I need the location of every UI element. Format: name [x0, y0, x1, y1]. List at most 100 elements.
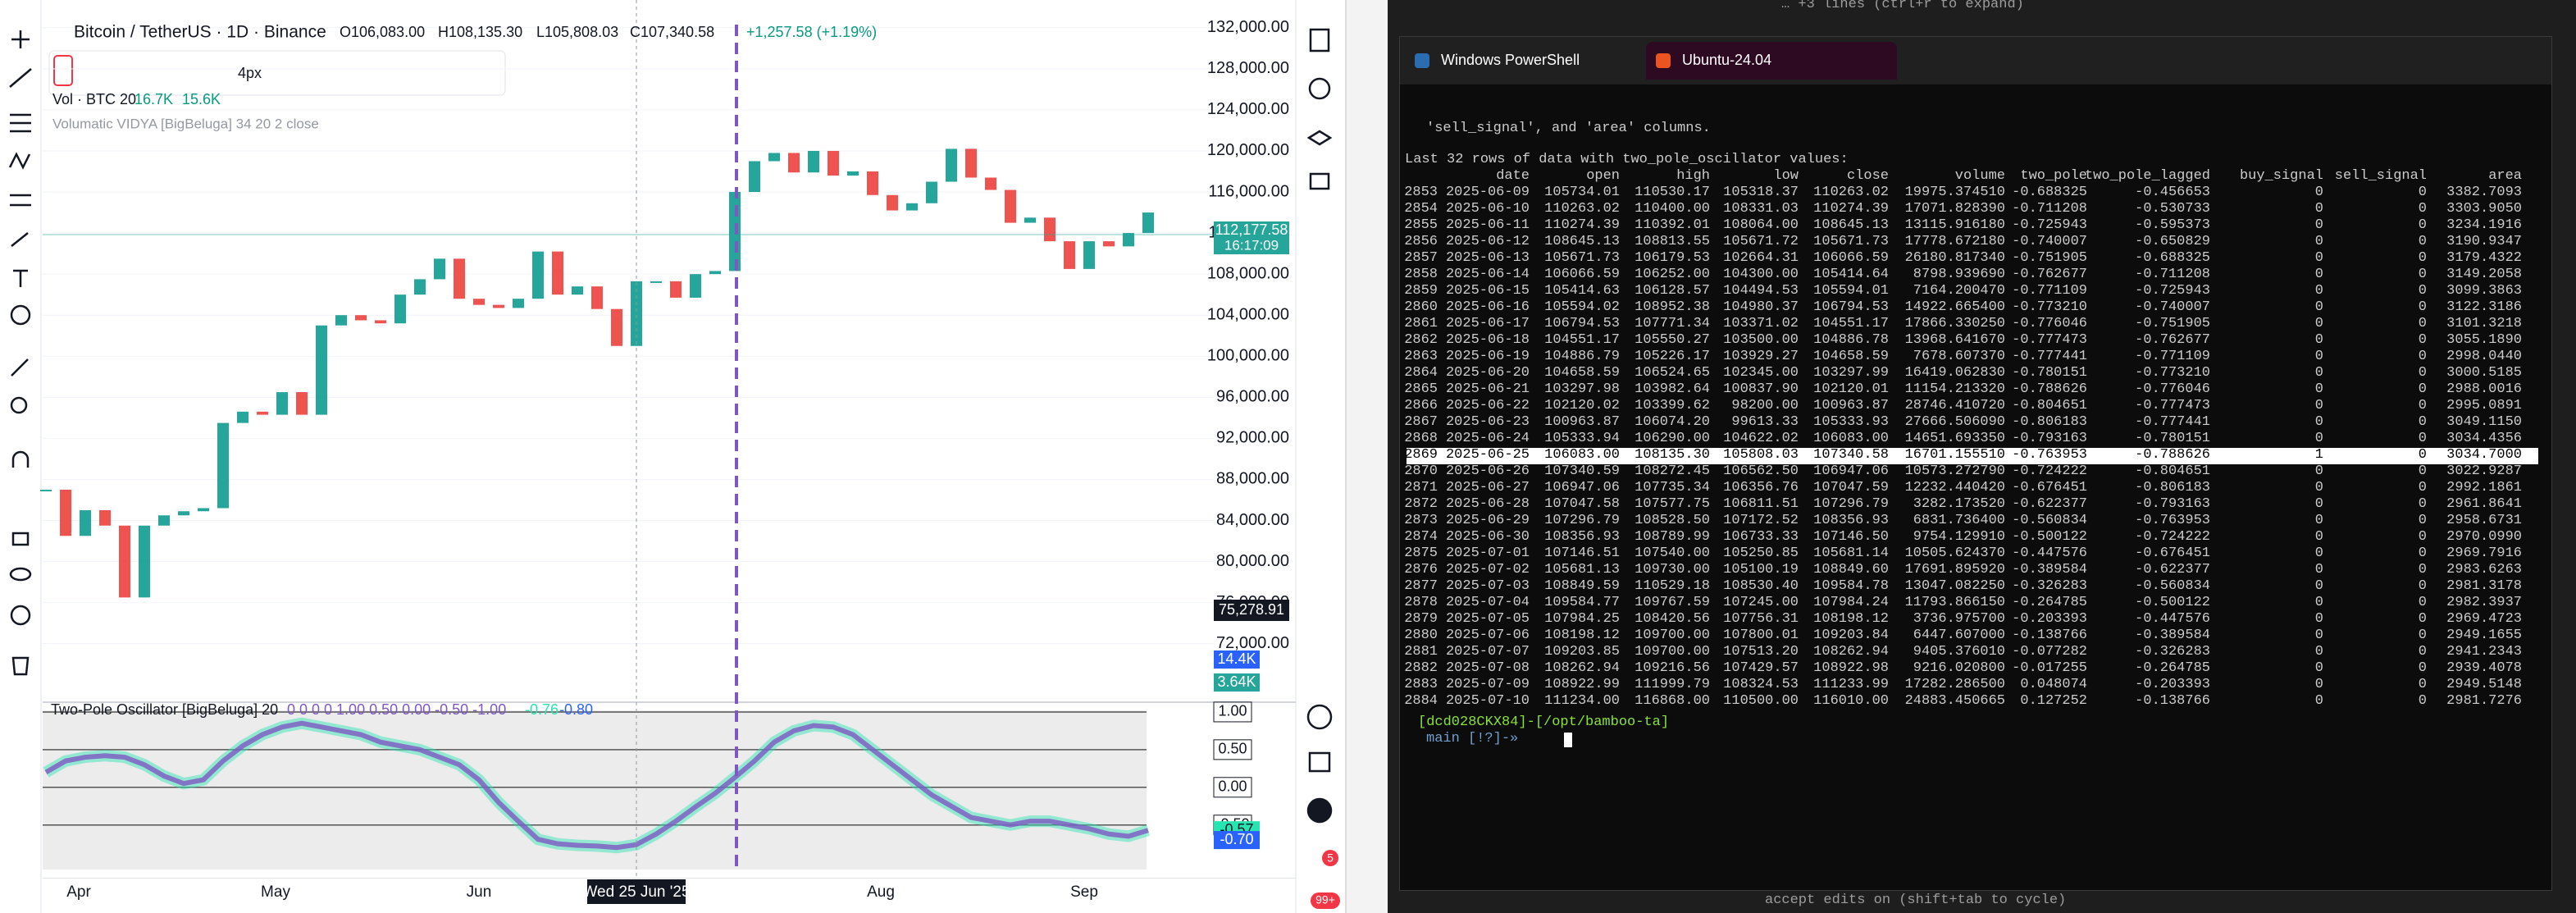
- candle: [1024, 217, 1036, 223]
- table-cell: 100837.90: [1723, 381, 1799, 397]
- table-cell: 116010.00: [1813, 693, 1889, 709]
- table-cell: -0.751905: [2135, 316, 2210, 331]
- table-cell: 104658.59: [1813, 349, 1889, 364]
- table-cell: 108645.13: [1813, 217, 1889, 233]
- table-cell: 3101.3218: [2446, 316, 2522, 331]
- tool-pattern[interactable]: [8, 152, 31, 170]
- table-cell: -0.711208: [2012, 201, 2087, 217]
- table-cell: 105414.63: [1544, 283, 1620, 299]
- candle: [828, 150, 839, 176]
- x-tick-label: Wed 25 Jun '25: [582, 883, 690, 901]
- drawing-tools[interactable]: [8, 30, 32, 676]
- table-cell: 0: [2418, 414, 2427, 430]
- symbol: Bitcoin / TetherUS · 1D · Binance: [74, 23, 326, 42]
- icon-replay[interactable]: [1306, 704, 1333, 730]
- table-cell: 2969.7916: [2446, 546, 2522, 561]
- table-cell: 108849.59: [1544, 578, 1620, 594]
- table-cell: 104551.17: [1813, 316, 1889, 331]
- table-cell: 12232.440420: [1904, 480, 2005, 495]
- candle: [749, 161, 760, 193]
- candle: [709, 271, 721, 275]
- table-cell: 106947.06: [1813, 463, 1889, 479]
- table-cell: 2880: [1404, 628, 1438, 643]
- tool-zoom[interactable]: [10, 396, 28, 414]
- table-cell: 108356.93: [1813, 513, 1889, 528]
- table-cell: 0: [2314, 529, 2323, 545]
- table-cell: 2998.0440: [2446, 349, 2522, 364]
- table-cell: 106562.50: [1723, 463, 1799, 479]
- table-cell: 108064.00: [1723, 217, 1799, 233]
- table-cell: 106356.76: [1723, 480, 1799, 495]
- table-cell: 108324.53: [1723, 677, 1799, 692]
- table-cell: 2865: [1404, 381, 1438, 397]
- table-cell: 0: [2314, 316, 2323, 331]
- table-cell: -0.762677: [2012, 267, 2087, 282]
- candle: [768, 153, 780, 162]
- candle: [296, 392, 308, 415]
- icon-apps[interactable]: [1306, 797, 1333, 824]
- table-cell: -0.725943: [2135, 283, 2210, 299]
- icon-calendar[interactable]: [1308, 751, 1331, 773]
- y-tick-label: 124,000.00: [1207, 100, 1289, 118]
- candle: [887, 194, 898, 211]
- table-cell: 3149.2058: [2446, 267, 2522, 282]
- table-cell: -0.500122: [2012, 529, 2087, 545]
- table-cell: 2025-06-18: [1445, 332, 1530, 348]
- table-cell: 109700.00: [1635, 644, 1710, 660]
- table-cell: 0: [2418, 381, 2427, 397]
- tool-text[interactable]: [13, 269, 28, 287]
- table-cell: 0: [2314, 595, 2323, 610]
- osc-line: [44, 720, 1149, 851]
- tool-trendline[interactable]: [9, 68, 32, 88]
- table-cell: 0: [2418, 693, 2427, 709]
- terminal-tab[interactable]: Ubuntu-24.04: [1646, 42, 1897, 80]
- tool-ruler[interactable]: [11, 358, 29, 377]
- table-cell: 2875: [1404, 546, 1438, 561]
- tool-brush[interactable]: [11, 232, 29, 247]
- candle: [217, 422, 229, 509]
- table-cell: -0.806183: [2012, 414, 2087, 430]
- last-price-box: [1214, 221, 1289, 254]
- icon-chat[interactable]: [1309, 172, 1330, 190]
- table-cell: 105671.73: [1544, 250, 1620, 266]
- icon-layers[interactable]: [1306, 130, 1333, 146]
- table-cell: -0.264785: [2135, 660, 2210, 676]
- table-cell: 0: [2314, 578, 2323, 594]
- table-cell: -0.725943: [2012, 217, 2087, 233]
- table-cell: -0.077282: [2012, 644, 2087, 660]
- table-cell: 11154.213320: [1904, 381, 2005, 397]
- tool-lock[interactable]: [11, 532, 30, 546]
- ohlc-value: H108,135.30: [438, 24, 522, 40]
- table-cell: 108528.50: [1635, 513, 1710, 528]
- table-cell: 106074.20: [1635, 414, 1710, 430]
- tool-fib[interactable]: [10, 113, 31, 133]
- tool-eye[interactable]: [9, 567, 32, 582]
- toolbar-color[interactable]: [53, 55, 73, 86]
- terminal-tab[interactable]: Windows PowerShell: [1405, 42, 1643, 80]
- table-cell: 2872: [1404, 496, 1438, 512]
- y-tick-label: 116,000.00: [1208, 182, 1289, 200]
- table-cell: 2883: [1404, 677, 1438, 692]
- icon-alerts[interactable]: [1308, 77, 1331, 100]
- table-cell: 6447.607000: [1913, 628, 2005, 643]
- tool-magnet[interactable]: [11, 450, 30, 468]
- terminal-line: 'sell_signal', and 'area' columns.: [1426, 121, 1711, 136]
- tool-globe[interactable]: [10, 605, 31, 626]
- candle: [867, 171, 878, 195]
- tool-forecast[interactable]: [10, 194, 31, 207]
- table-cell: -0.751905: [2012, 250, 2087, 266]
- badge-label: 5: [1327, 851, 1334, 865]
- icon-watchlist[interactable]: [1309, 28, 1330, 52]
- table-cell: 106290.00: [1635, 431, 1710, 446]
- y-tick-label: 72,000.00: [1216, 634, 1289, 652]
- tool-emoji[interactable]: [10, 304, 31, 326]
- prompt-path: [dcd028CKX84]-[/opt/bamboo-ta]: [1418, 714, 1670, 730]
- table-cell: 103929.27: [1723, 349, 1799, 364]
- table-cell: 2869: [1404, 447, 1438, 463]
- right-icons[interactable]: [1306, 28, 1333, 824]
- tool-trash[interactable]: [11, 656, 30, 676]
- tool-cross[interactable]: [11, 30, 30, 48]
- table-cell: 108356.93: [1544, 529, 1620, 545]
- table-cell: 102664.31: [1723, 250, 1799, 266]
- table-cell: 0: [2314, 414, 2323, 430]
